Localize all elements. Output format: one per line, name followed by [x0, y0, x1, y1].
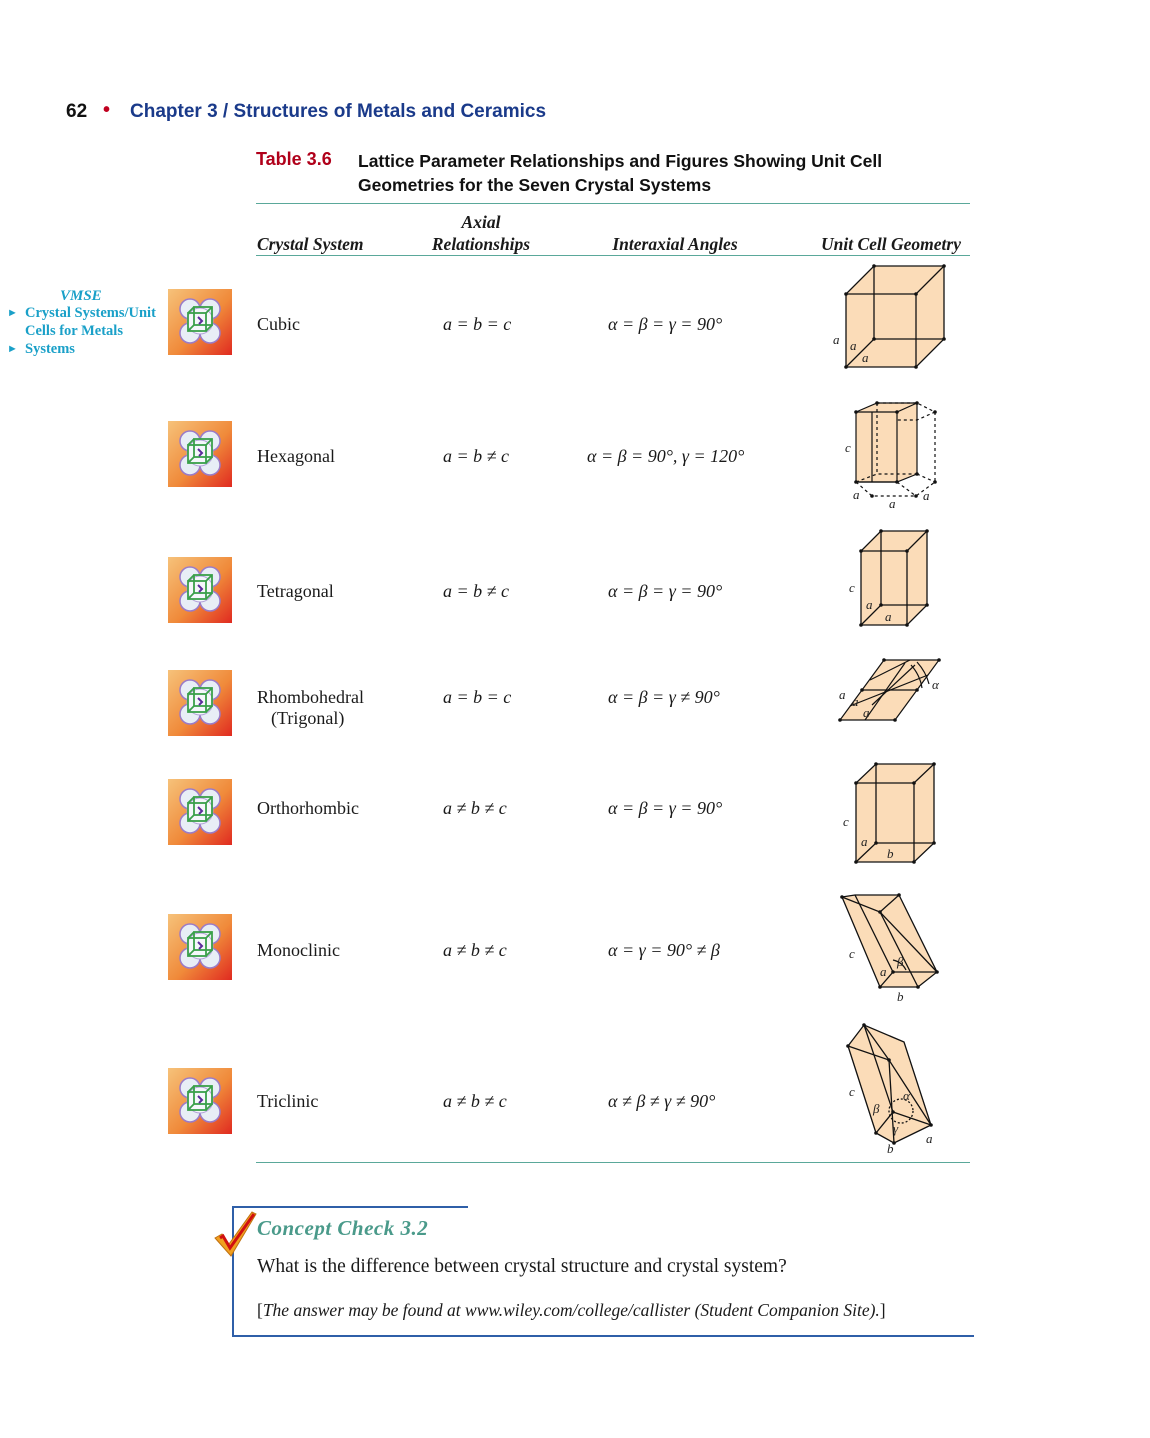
rhombohedral-unit-cell [838, 658, 941, 722]
crystal-system-hexagonal: Hexagonal [257, 446, 335, 466]
table-title: Lattice Parameter Relationships and Figu… [358, 151, 883, 195]
cell-label: a [926, 1131, 933, 1146]
vmse-link-crystal-systems[interactable]: Crystal Systems/Unit [25, 305, 156, 321]
cell-label: β [872, 1101, 880, 1116]
interaxial-angles: α = β = γ ≠ 90° [608, 687, 720, 707]
table-header-rule [256, 255, 970, 256]
col-head-geometry: Unit Cell Geometry [821, 234, 961, 254]
col-head-axial-line2: Relationships [431, 234, 531, 254]
vmse-crystal-icon[interactable] [168, 421, 232, 487]
cell-label: b [887, 1141, 894, 1156]
axial-relationship: a ≠ b ≠ c [443, 940, 507, 960]
table-top-rule [256, 203, 970, 204]
table-bottom-rule [256, 1162, 970, 1163]
interaxial-angles: α = β = γ = 90° [608, 581, 723, 601]
interaxial-angles: α = β = γ = 90° [608, 314, 723, 334]
answer-text: The answer may be found at www.wiley.com… [262, 1300, 880, 1320]
unit-cell-figures: a a a c a a a [833, 264, 946, 1156]
crystal-system-alt-name: (Trigonal) [271, 708, 345, 728]
col-head-system: Crystal System [257, 234, 364, 254]
vmse-crystal-icon[interactable] [168, 1068, 232, 1134]
vmse-crystal-icon[interactable] [168, 779, 232, 845]
concept-check-top-rule [232, 1206, 468, 1208]
cubic-unit-cell [844, 264, 946, 369]
cell-label: c [843, 814, 849, 829]
vmse-title: VMSE [60, 288, 102, 304]
triclinic-unit-cell [846, 1023, 933, 1145]
crystal-system-tetragonal: Tetragonal [257, 581, 334, 601]
crystal-system-cubic: Cubic [257, 314, 300, 334]
cell-label: c [849, 580, 855, 595]
table-label: Table 3.6 [256, 149, 332, 169]
cell-label: a [833, 332, 840, 347]
cell-label: c [849, 946, 855, 961]
concept-check-answer: [The answer may be found at www.wiley.co… [257, 1300, 886, 1321]
crystal-system-orthorhombic: Orthorhombic [257, 798, 359, 818]
cell-label: c [845, 440, 851, 455]
cell-label: γ [893, 1121, 899, 1136]
vmse-crystal-icon[interactable] [168, 557, 232, 623]
cell-label: α [903, 1088, 911, 1103]
crystal-system-name: Rhombohedral [257, 687, 364, 707]
cell-label: b [897, 989, 904, 1004]
axial-relationship: a = b ≠ c [443, 581, 510, 601]
cell-label: c [849, 1084, 855, 1099]
cell-label: a [839, 687, 846, 702]
header-bullet: • [103, 99, 111, 121]
cell-label: a [889, 496, 896, 511]
vmse-arrow-2: ► [7, 343, 18, 355]
crystal-system-triclinic: Triclinic [257, 1091, 319, 1111]
vmse-link-cells-for-metals[interactable]: Cells for Metals [25, 323, 123, 339]
cell-label: α [932, 677, 940, 692]
cell-label: b [887, 846, 894, 861]
chapter-title: Chapter 3 / Structures of Metals and Cer… [130, 101, 547, 122]
interaxial-angles: α ≠ β ≠ γ ≠ 90° [608, 1091, 716, 1111]
orthorhombic-unit-cell [854, 762, 936, 864]
bracket-close: ] [879, 1300, 886, 1320]
cell-label: β [896, 954, 904, 969]
axial-relationship: a ≠ b ≠ c [443, 1091, 507, 1111]
cell-label: a [862, 350, 869, 365]
axial-relationship: a ≠ b ≠ c [443, 798, 507, 818]
col-head-axial: Axial Relationships [411, 211, 551, 255]
axial-relationship: a = b = c [443, 687, 512, 707]
vmse-crystal-icon[interactable] [168, 289, 232, 355]
tetragonal-unit-cell [859, 529, 929, 627]
cell-label: a [885, 609, 892, 624]
concept-check-box [232, 1206, 974, 1337]
page-number: 62 [66, 101, 88, 122]
vmse-crystal-icon[interactable] [168, 670, 232, 736]
axial-relationship: a = b ≠ c [443, 446, 510, 466]
cell-label: a [923, 488, 930, 503]
bracket-open: [ [257, 1300, 263, 1320]
interaxial-angles: α = β = γ = 90° [608, 798, 723, 818]
cell-label: a [880, 964, 887, 979]
cell-label: a [853, 487, 860, 502]
concept-check-question: What is the difference between crystal s… [257, 1256, 787, 1277]
cell-label: a [866, 597, 873, 612]
cell-label: a [863, 705, 870, 720]
crystal-system-monoclinic: Monoclinic [257, 940, 340, 960]
col-head-angles: Interaxial Angles [612, 234, 738, 254]
hexagonal-unit-cell [854, 401, 937, 498]
monoclinic-unit-cell [840, 893, 939, 989]
vmse-arrow-1: ► [7, 307, 18, 319]
checkmark-icon [214, 1211, 257, 1257]
cell-label: a [852, 694, 859, 709]
interaxial-angles: α = γ = 90° ≠ β [608, 940, 720, 960]
vmse-crystal-icon[interactable] [168, 914, 232, 980]
col-head-axial-line1: Axial [461, 212, 501, 232]
cell-label: a [861, 834, 868, 849]
concept-check-title: Concept Check 3.2 [257, 1216, 429, 1240]
vmse-link-systems[interactable]: Systems [25, 341, 75, 357]
axial-relationship: a = b = c [443, 314, 512, 334]
cell-label: a [850, 338, 857, 353]
interaxial-angles: α = β = 90°, γ = 120° [587, 446, 745, 466]
crystal-system-rhombohedral: Rhombohedral (Trigonal) [257, 687, 364, 729]
